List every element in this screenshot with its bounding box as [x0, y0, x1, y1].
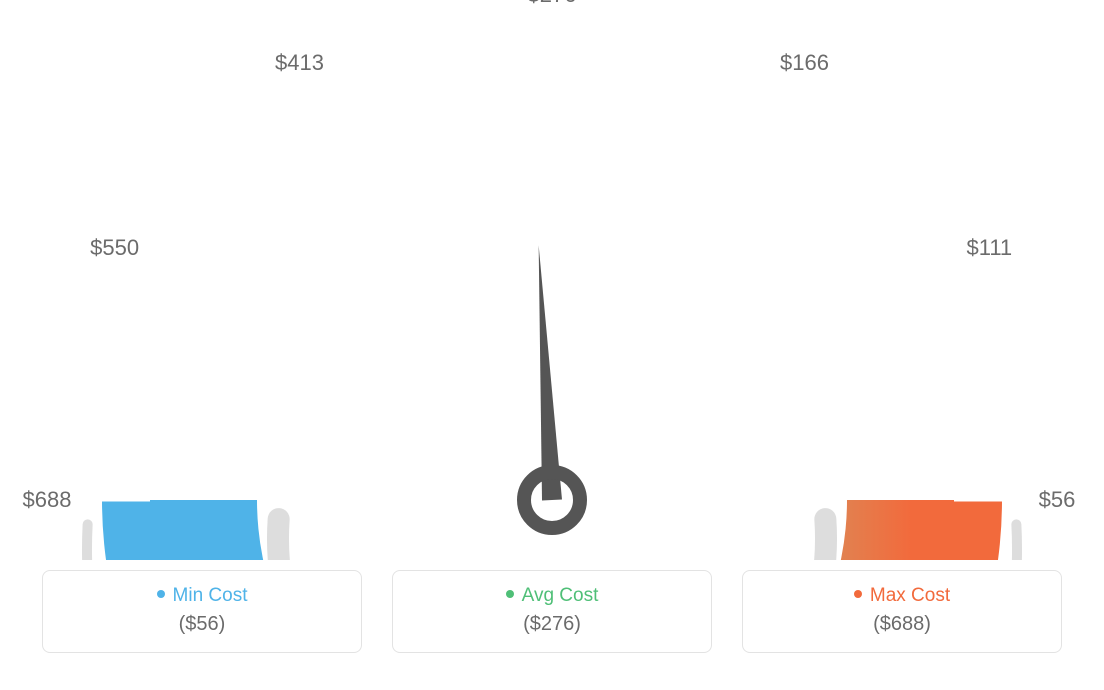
legend-value-min: ($56) — [63, 613, 341, 636]
gauge-svg — [0, 0, 1104, 560]
legend-dot-avg — [506, 590, 514, 598]
legend-value-max: ($688) — [763, 613, 1041, 636]
legend-dot-max — [854, 590, 862, 598]
legend-title-avg: Avg Cost — [413, 585, 691, 607]
gauge-tick-label: $688 — [23, 487, 72, 513]
gauge-tick-label: $276 — [528, 0, 577, 8]
legend-box-max: Max Cost ($688) — [742, 570, 1062, 653]
legend-label-max: Max Cost — [870, 585, 950, 606]
legend-box-avg: Avg Cost ($276) — [392, 570, 712, 653]
legend-title-max: Max Cost — [763, 585, 1041, 607]
legend-box-min: Min Cost ($56) — [42, 570, 362, 653]
legend-title-min: Min Cost — [63, 585, 341, 607]
legend-label-min: Min Cost — [173, 585, 248, 606]
legend-label-avg: Avg Cost — [522, 585, 599, 606]
gauge-chart: $56 $111 $166 $276 $413 $550 $688 — [0, 0, 1104, 560]
gauge-tick-label: $111 — [966, 235, 1012, 261]
gauge-tick-label: $550 — [90, 235, 139, 261]
legend-value-avg: ($276) — [413, 613, 691, 636]
legend-dot-min — [157, 590, 165, 598]
gauge-tick-label: $166 — [780, 50, 829, 76]
gauge-tick-label: $413 — [275, 50, 324, 76]
legend-row: Min Cost ($56) Avg Cost ($276) Max Cost … — [0, 570, 1104, 653]
gauge-tick-label: $56 — [1039, 487, 1076, 513]
